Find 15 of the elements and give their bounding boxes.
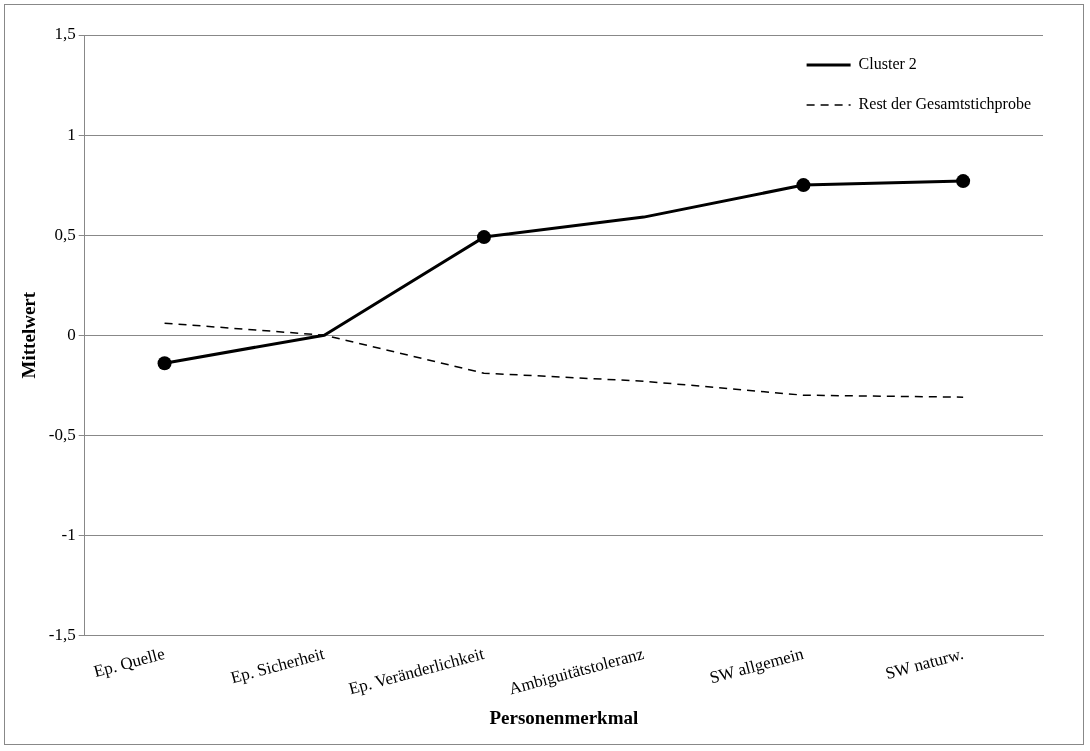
y-tick-label: 1 [67,124,76,144]
x-axis-title: Personenmerkmal [489,706,639,728]
legend-label: Rest der Gesamtstichprobe [858,95,1032,114]
y-tick-label: 0,5 [54,224,76,244]
y-tick-label: -0,5 [48,424,76,444]
legend-label: Cluster 2 [858,55,917,73]
x-tick-label: SW allgemein [707,643,807,688]
x-tick-label: SW naturw. [883,644,966,684]
x-tick-label: Ep. Quelle [91,644,167,682]
y-tick-label: 1,5 [54,24,76,44]
x-tick-label: Ep. Sicherheit [228,643,327,688]
y-tick-label: 0 [67,324,76,344]
y-axis-title: Mittelwert [18,291,40,379]
y-tick-label: -1 [61,524,76,544]
y-tick-label: -1,5 [48,624,76,644]
